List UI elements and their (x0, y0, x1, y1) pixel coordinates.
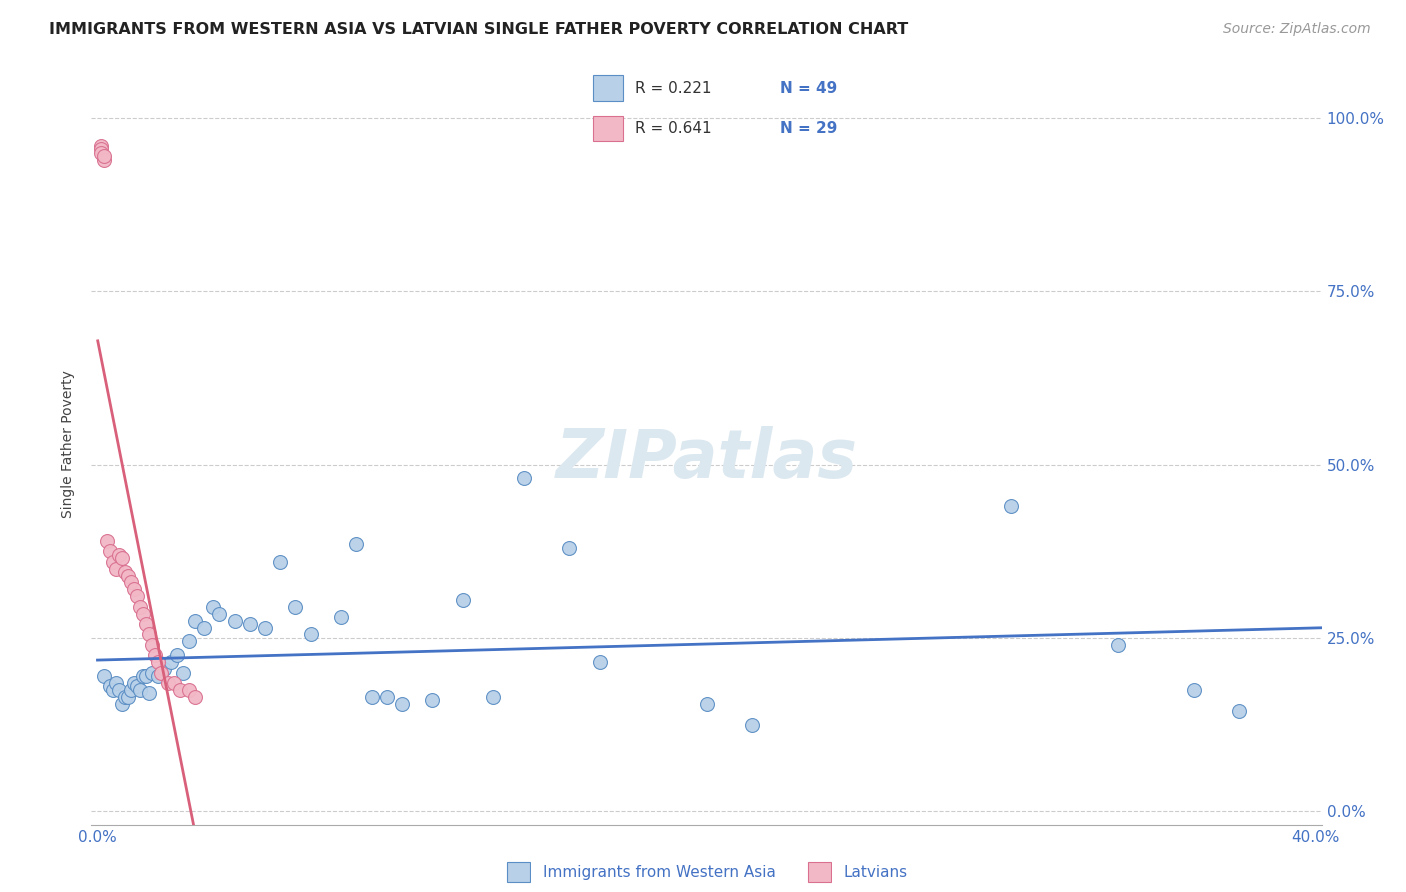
Point (202, 599, 225, 614)
Point (125, 680, 148, 694)
Text: N = 29: N = 29 (780, 121, 838, 136)
Point (101, 682, 124, 697)
Point (101, 555, 124, 569)
Point (89, 142, 111, 156)
Y-axis label: Single Father Poverty: Single Father Poverty (62, 370, 76, 517)
Point (695, 697, 717, 711)
Point (741, 717, 763, 731)
Point (451, 592, 474, 607)
Point (422, 693, 444, 707)
Point (96, 533, 118, 548)
Point (208, 607, 231, 621)
Point (132, 607, 155, 621)
Text: ZIPatlas: ZIPatlas (555, 426, 858, 492)
Point (269, 555, 291, 569)
Point (93, 153, 115, 167)
Point (1182, 682, 1205, 697)
Point (1107, 638, 1129, 652)
Point (93, 149, 115, 163)
Point (224, 614, 246, 628)
Point (89, 145, 111, 160)
Point (148, 669, 170, 683)
Text: Immigrants from Western Asia: Immigrants from Western Asia (543, 865, 776, 880)
Point (98, 544, 121, 558)
Point (129, 599, 152, 614)
Point (162, 676, 184, 690)
Point (150, 665, 173, 680)
Point (177, 634, 200, 648)
Point (104, 561, 127, 575)
Point (114, 690, 136, 704)
Point (138, 627, 160, 641)
Text: Source: ZipAtlas.com: Source: ZipAtlas.com (1223, 22, 1371, 37)
Point (482, 690, 505, 704)
Point (107, 548, 129, 562)
Point (589, 655, 612, 669)
Point (111, 697, 134, 711)
Point (98, 680, 121, 694)
Point (344, 537, 367, 551)
Point (253, 620, 276, 634)
Point (111, 551, 134, 566)
Bar (808, 863, 831, 882)
Point (120, 682, 142, 697)
Point (114, 565, 136, 579)
Point (156, 676, 179, 690)
Point (330, 610, 353, 624)
Point (141, 665, 163, 680)
Point (120, 575, 142, 590)
Point (153, 662, 176, 676)
Point (166, 648, 188, 663)
Point (1000, 499, 1022, 513)
Point (122, 582, 145, 597)
Point (89, 138, 111, 153)
Point (375, 690, 398, 704)
Text: Latvians: Latvians (844, 865, 908, 880)
Point (132, 669, 155, 683)
Point (360, 690, 382, 704)
Point (172, 665, 194, 680)
Bar (508, 863, 530, 882)
Point (107, 682, 129, 697)
Point (117, 568, 139, 582)
Point (169, 682, 191, 697)
Point (93, 669, 115, 683)
Bar (592, 116, 623, 142)
Point (391, 697, 413, 711)
Point (184, 614, 207, 628)
Point (177, 682, 200, 697)
Point (239, 617, 262, 632)
Point (143, 648, 166, 663)
Point (159, 655, 181, 669)
Text: R = 0.221: R = 0.221 (636, 80, 711, 95)
Text: IMMIGRANTS FROM WESTERN ASIA VS LATVIAN SINGLE FATHER POVERTY CORRELATION CHART: IMMIGRANTS FROM WESTERN ASIA VS LATVIAN … (49, 22, 908, 37)
Point (558, 541, 581, 555)
Point (299, 627, 322, 641)
Point (117, 690, 139, 704)
Text: R = 0.641: R = 0.641 (636, 121, 711, 136)
Point (148, 655, 170, 669)
Point (1229, 704, 1251, 718)
Point (284, 599, 307, 614)
Point (129, 682, 152, 697)
Point (135, 669, 157, 683)
Point (138, 686, 160, 700)
Point (135, 617, 157, 632)
Bar (592, 76, 623, 101)
Point (122, 676, 145, 690)
Point (513, 471, 536, 485)
Point (184, 690, 207, 704)
Point (104, 676, 127, 690)
Text: N = 49: N = 49 (780, 80, 837, 95)
Point (125, 590, 148, 604)
Point (141, 638, 163, 652)
Point (193, 620, 215, 634)
